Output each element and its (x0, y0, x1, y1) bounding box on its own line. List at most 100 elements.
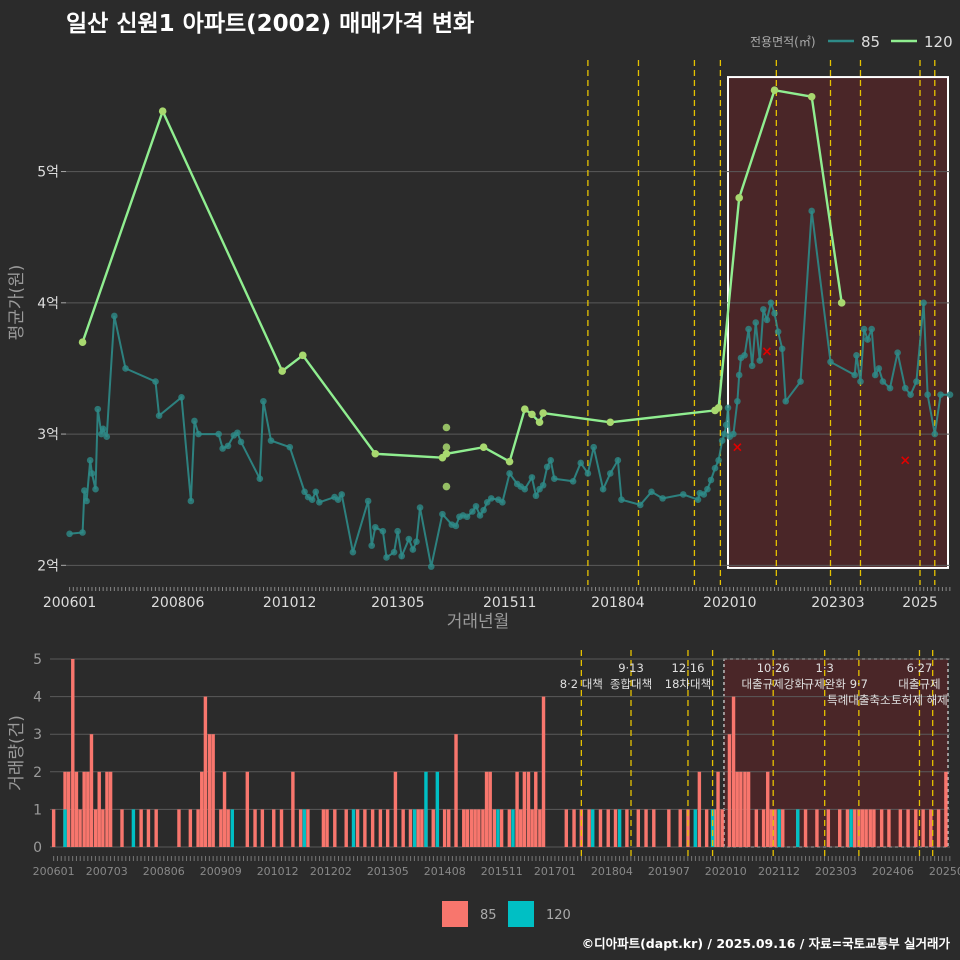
bar-85 (826, 809, 831, 847)
bar-85 (761, 809, 766, 847)
series-85-point (569, 478, 577, 485)
volume-legend-85-swatch (442, 901, 468, 927)
volume-x-tick-label: 201305 (367, 865, 409, 878)
bar-85 (420, 809, 424, 847)
bar-120 (302, 809, 306, 847)
series-85-point (178, 394, 185, 401)
bar-120 (63, 809, 67, 847)
volume-x-tick-label: 200601 (33, 865, 75, 878)
bar-85 (636, 809, 641, 847)
bar-85 (872, 809, 876, 847)
series-85-point (413, 538, 420, 545)
bar-85 (78, 809, 82, 847)
volume-x-tick-label: 201012 (257, 865, 299, 878)
highlight-box (726, 76, 950, 569)
volume-x-tick-label: 202303 (815, 865, 857, 878)
bar-85 (534, 771, 538, 847)
bar-85 (66, 771, 71, 847)
volume-x-tick-label: 200909 (200, 865, 242, 878)
series-85-point (476, 512, 484, 519)
volume-x-tick-label: 201701 (534, 865, 576, 878)
series-85-point (715, 457, 722, 464)
bar-85 (363, 809, 367, 847)
bar-85 (868, 809, 872, 847)
series-85-point (103, 433, 111, 440)
series-85-point (267, 437, 275, 444)
series-85-point (469, 508, 476, 515)
policy-annotation: 대출규제 (898, 677, 940, 691)
bar-85 (321, 809, 326, 847)
series-85-point (907, 391, 914, 398)
series-85-point (92, 485, 99, 493)
bar-85 (507, 809, 512, 847)
bar-85 (469, 809, 474, 847)
bar-85 (906, 809, 910, 847)
series-120-point (807, 92, 816, 101)
bar-85 (272, 809, 276, 847)
series-85-point (94, 405, 102, 413)
volume-x-tick-label: 202010 (705, 865, 747, 878)
bar-85 (488, 771, 492, 847)
volume-x-tick-label: 201511 (481, 865, 523, 878)
series-85-point (584, 470, 592, 477)
series-85-point (98, 430, 105, 438)
volume-y-tick-label: 0 (33, 840, 42, 856)
series-120-point (714, 404, 723, 412)
series-85-point (946, 391, 954, 398)
series-120-point (442, 443, 451, 451)
bar-85 (442, 809, 447, 847)
series-85-point (487, 495, 495, 502)
series-85-point (704, 485, 711, 493)
volume-y-tick-label: 4 (33, 690, 42, 706)
series-85-point (521, 485, 529, 493)
series-85-point (767, 299, 775, 307)
x-tick-label: 202303 (811, 595, 864, 611)
bar-85 (108, 771, 113, 847)
bar-85 (914, 809, 918, 847)
bar-85 (739, 771, 743, 847)
policy-annotation: 9·7 (850, 677, 868, 691)
y-tick-label: 2억 (37, 558, 59, 574)
series-85-point (371, 523, 379, 531)
bar-120 (424, 771, 428, 847)
policy-annotation: 6·27 (907, 661, 933, 675)
series-85-point (551, 475, 558, 482)
policy-annotation: 종합대책 (610, 677, 652, 691)
series-85-point (771, 310, 778, 317)
series-85-point (577, 459, 585, 467)
bar-85 (82, 771, 86, 847)
bar-85 (378, 809, 383, 847)
series-85-point (636, 501, 644, 509)
series-85-point (782, 397, 790, 405)
bar-85 (139, 809, 143, 847)
series-85-point (532, 492, 540, 500)
series-85-point (256, 475, 264, 482)
series-120-point (770, 86, 779, 94)
bar-85 (462, 809, 466, 847)
x-tick-label: 200601 (43, 595, 96, 611)
bar-85 (541, 696, 546, 847)
series-85-point (66, 530, 73, 538)
legend-120-label: 120 (924, 33, 953, 51)
volume-x-tick-label: 201202 (310, 865, 352, 878)
series-85-point (860, 325, 868, 333)
bar-85 (200, 771, 204, 847)
series-85-point (83, 497, 90, 505)
series-85-point (111, 312, 118, 320)
series-85-point (894, 349, 901, 356)
bar-85 (625, 809, 629, 847)
policy-annotation: 8·2 대책 (560, 677, 603, 691)
volume-x-tick-label: 202509 (929, 865, 960, 878)
series-85-point (864, 336, 871, 343)
x-tick-label: 201012 (263, 595, 316, 611)
series-85-point (409, 546, 417, 553)
bar-85 (773, 809, 777, 847)
series-85-point (718, 437, 726, 444)
bar-85 (860, 809, 865, 847)
series-85-point (879, 378, 887, 385)
bar-85 (667, 809, 671, 847)
series-85-point (901, 384, 909, 392)
series-85-point (599, 485, 607, 493)
series-85-point (735, 371, 743, 379)
series-85-point (913, 378, 920, 385)
